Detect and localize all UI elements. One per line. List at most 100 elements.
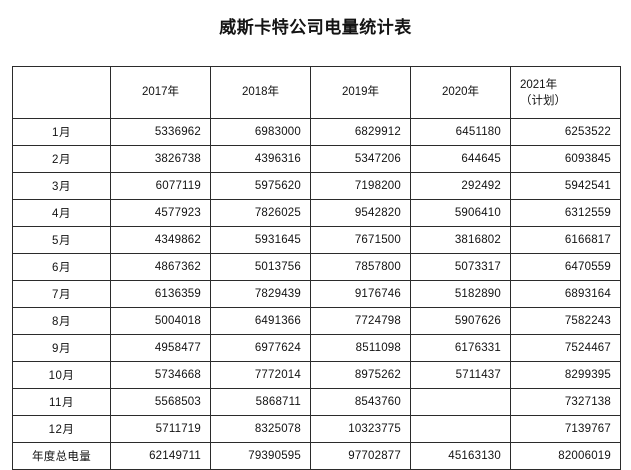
- column-header-2021: 2021年 （计划）: [510, 66, 621, 119]
- cell-2017: 4577923: [110, 199, 211, 227]
- cell-2017: 4958477: [110, 334, 211, 362]
- electricity-statistics-table: 2017年 2018年 2019年 2020年 2021年 （计划） 1月 53…: [12, 66, 621, 470]
- cell-2019: 8975262: [310, 361, 411, 389]
- cell-2019: 6829912: [310, 118, 411, 146]
- cell-2019: 7724798: [310, 307, 411, 335]
- table-total-row: 年度总电量 62149711 79390595 97702877 4516313…: [12, 442, 621, 470]
- cell-2021: 6893164: [510, 280, 621, 308]
- cell-2018: 7772014: [210, 361, 311, 389]
- cell-2017: 5336962: [110, 118, 211, 146]
- page-title: 威斯卡特公司电量统计表: [219, 18, 412, 37]
- cell-2018: 5868711: [210, 388, 311, 416]
- cell-2017: 5004018: [110, 307, 211, 335]
- header-row: 2017年 2018年 2019年 2020年 2021年 （计划）: [12, 66, 621, 119]
- column-header-2021-plan-note: （计划）: [520, 94, 566, 107]
- total-2017: 62149711: [110, 442, 211, 470]
- row-label-month: 10月: [12, 361, 111, 389]
- cell-2017: 4867362: [110, 253, 211, 281]
- cell-2020: 5711437: [410, 361, 511, 389]
- cell-2019: 9176746: [310, 280, 411, 308]
- document-page: 威斯卡特公司电量统计表 2017年 2018年 2019年 2020年: [12, 18, 621, 470]
- cell-2018: 6983000: [210, 118, 311, 146]
- cell-2018: 7829439: [210, 280, 311, 308]
- row-label-month: 8月: [12, 307, 111, 335]
- row-label-month: 1月: [12, 118, 111, 146]
- cell-2021: 7327138: [510, 388, 621, 416]
- cell-2018: 5013756: [210, 253, 311, 281]
- cell-2020: 6451180: [410, 118, 511, 146]
- column-header-2020: 2020年: [410, 66, 511, 119]
- cell-2020: 5073317: [410, 253, 511, 281]
- cell-2020: 5906410: [410, 199, 511, 227]
- cell-2021: 6312559: [510, 199, 621, 227]
- cell-2018: 6977624: [210, 334, 311, 362]
- cell-2020: [410, 415, 511, 443]
- cell-2017: 5568503: [110, 388, 211, 416]
- table-row: 9月 4958477 6977624 8511098 6176331 75244…: [12, 334, 621, 362]
- table-row: 5月 4349862 5931645 7671500 3816802 61668…: [12, 226, 621, 254]
- cell-2019: 7198200: [310, 172, 411, 200]
- table-row: 3月 6077119 5975620 7198200 292492 594254…: [12, 172, 621, 200]
- cell-2021: 8299395: [510, 361, 621, 389]
- cell-2021: 7524467: [510, 334, 621, 362]
- cell-2017: 6077119: [110, 172, 211, 200]
- cell-2017: 5711719: [110, 415, 211, 443]
- cell-2019: 9542820: [310, 199, 411, 227]
- cell-2020: 5907626: [410, 307, 511, 335]
- row-label-month: 6月: [12, 253, 111, 281]
- table-body: 1月 5336962 6983000 6829912 6451180 62535…: [12, 118, 621, 470]
- cell-2020: 292492: [410, 172, 511, 200]
- total-2018: 79390595: [210, 442, 311, 470]
- cell-2018: 5931645: [210, 226, 311, 254]
- column-header-2018: 2018年: [210, 66, 311, 119]
- cell-2020: 644645: [410, 145, 511, 173]
- column-header-2019: 2019年: [310, 66, 411, 119]
- cell-2021: 5942541: [510, 172, 621, 200]
- table-header: 2017年 2018年 2019年 2020年 2021年 （计划）: [12, 66, 621, 119]
- cell-2021: 6253522: [510, 118, 621, 146]
- table-row: 6月 4867362 5013756 7857800 5073317 64705…: [12, 253, 621, 281]
- cell-2018: 6491366: [210, 307, 311, 335]
- row-label-month: 12月: [12, 415, 111, 443]
- cell-2021: 6470559: [510, 253, 621, 281]
- cell-2021: 7582243: [510, 307, 621, 335]
- cell-2019: 7857800: [310, 253, 411, 281]
- row-label-month: 2月: [12, 145, 111, 173]
- table-corner-cell: [12, 66, 111, 119]
- cell-2021: 6166817: [510, 226, 621, 254]
- cell-2019: 5347206: [310, 145, 411, 173]
- row-label-month: 7月: [12, 280, 111, 308]
- column-header-2017: 2017年: [110, 66, 211, 119]
- cell-2018: 8325078: [210, 415, 311, 443]
- row-label-month: 4月: [12, 199, 111, 227]
- cell-2019: 7671500: [310, 226, 411, 254]
- cell-2020: 3816802: [410, 226, 511, 254]
- table-row: 7月 6136359 7829439 9176746 5182890 68931…: [12, 280, 621, 308]
- cell-2017: 3826738: [110, 145, 211, 173]
- table-row: 4月 4577923 7826025 9542820 5906410 63125…: [12, 199, 621, 227]
- cell-2018: 7826025: [210, 199, 311, 227]
- table-row: 12月 5711719 8325078 10323775 7139767: [12, 415, 621, 443]
- total-2020: 45163130: [410, 442, 511, 470]
- table-row: 10月 5734668 7772014 8975262 5711437 8299…: [12, 361, 621, 389]
- table-row: 8月 5004018 6491366 7724798 5907626 75822…: [12, 307, 621, 335]
- cell-2019: 10323775: [310, 415, 411, 443]
- cell-2019: 8511098: [310, 334, 411, 362]
- cell-2017: 4349862: [110, 226, 211, 254]
- row-label-month: 3月: [12, 172, 111, 200]
- column-header-2021-year: 2021年: [520, 78, 558, 91]
- table-row: 11月 5568503 5868711 8543760 7327138: [12, 388, 621, 416]
- table-row: 2月 3826738 4396316 5347206 644645 609384…: [12, 145, 621, 173]
- cell-2017: 6136359: [110, 280, 211, 308]
- cell-2021: 7139767: [510, 415, 621, 443]
- cell-2019: 8543760: [310, 388, 411, 416]
- row-label-total: 年度总电量: [12, 442, 111, 470]
- row-label-month: 5月: [12, 226, 111, 254]
- cell-2020: 5182890: [410, 280, 511, 308]
- cell-2020: 6176331: [410, 334, 511, 362]
- cell-2018: 5975620: [210, 172, 311, 200]
- total-2021: 82006019: [510, 442, 621, 470]
- table-row: 1月 5336962 6983000 6829912 6451180 62535…: [12, 118, 621, 146]
- cell-2020: [410, 388, 511, 416]
- row-label-month: 11月: [12, 388, 111, 416]
